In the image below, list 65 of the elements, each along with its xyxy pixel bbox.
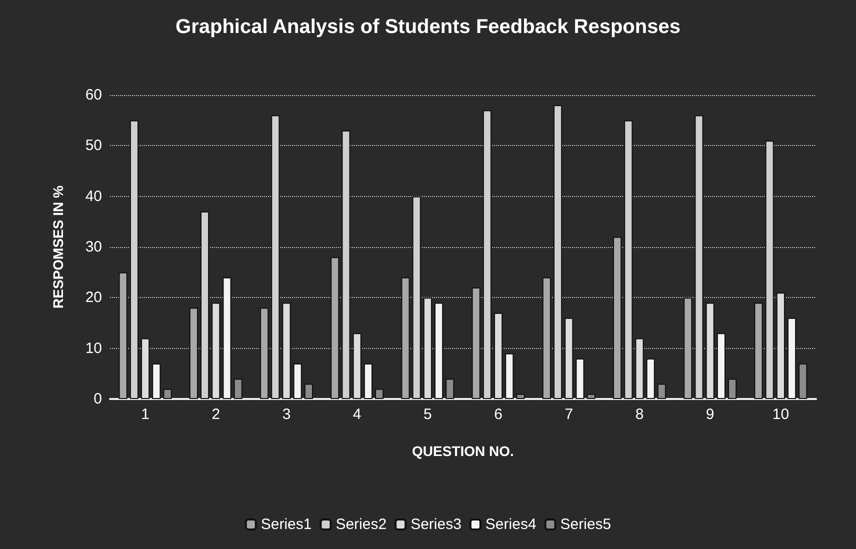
bar (684, 298, 692, 399)
bar (657, 384, 666, 399)
chart-title: Graphical Analysis of Students Feedback Responses (176, 16, 680, 38)
bar (304, 384, 313, 399)
bar (564, 318, 574, 399)
bar (141, 338, 150, 399)
bar (200, 212, 210, 399)
bar (271, 115, 280, 399)
bar (212, 302, 220, 399)
x-tick-label: 4 (352, 406, 362, 423)
bar (624, 120, 633, 399)
bar (282, 302, 291, 399)
bar (635, 338, 644, 399)
bar (765, 140, 774, 399)
y-tick-label: 10 (85, 340, 102, 357)
bar (189, 308, 198, 399)
y-axis-title: RESPOMSES IN % (50, 184, 66, 308)
x-tick-label: 10 (772, 406, 790, 423)
bar (798, 364, 808, 399)
legend-label: Series3 (410, 516, 462, 533)
legend-label: Series2 (336, 516, 387, 533)
bar (494, 312, 503, 399)
bar (776, 292, 785, 399)
x-tick-label: 6 (494, 406, 502, 423)
bar (446, 378, 454, 399)
bar (706, 302, 714, 399)
bar (401, 277, 410, 399)
bar (330, 257, 340, 399)
bar (554, 105, 562, 399)
x-tick-label: 7 (564, 406, 574, 423)
x-tick-label: 1 (141, 406, 150, 423)
x-tick-label: 8 (635, 406, 644, 423)
bar (613, 236, 622, 399)
bar (118, 272, 128, 399)
x-tick-label: 3 (282, 406, 291, 423)
bar (472, 288, 480, 399)
y-tick-label: 30 (85, 238, 102, 256)
bar (130, 120, 138, 399)
y-tick-label: 60 (85, 86, 102, 104)
bar (516, 394, 525, 399)
bar (586, 394, 596, 399)
bar (375, 388, 384, 399)
x-tick-label: 5 (424, 406, 432, 423)
bar (542, 277, 551, 399)
x-tick-label: 2 (212, 406, 220, 423)
legend-label: Series5 (560, 516, 612, 533)
legend-label: Series4 (485, 516, 536, 533)
bar (163, 388, 172, 399)
y-tick-label: 20 (85, 289, 102, 306)
y-tick-label: 40 (85, 188, 102, 205)
bar (352, 333, 362, 399)
x-tick-label: 9 (706, 406, 714, 423)
legend-label: Series1 (260, 516, 312, 533)
y-tick-label: 0 (94, 390, 102, 408)
bar (754, 302, 763, 399)
bar (694, 115, 704, 399)
bar (412, 196, 421, 399)
y-tick-label: 50 (85, 137, 102, 154)
bar (260, 308, 269, 399)
bar (342, 130, 350, 399)
bar (423, 298, 432, 399)
bar (234, 378, 242, 399)
x-axis-title: QUESTION NO. (412, 443, 514, 459)
bar (728, 378, 737, 399)
bar (482, 110, 492, 399)
